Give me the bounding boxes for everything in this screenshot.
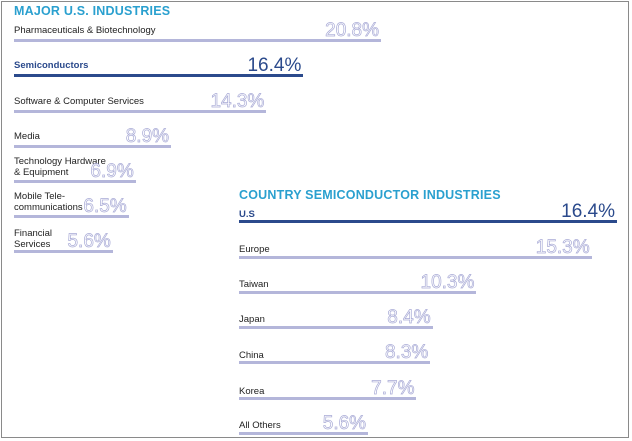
bar-mark <box>14 215 129 218</box>
bar-mark <box>14 180 136 183</box>
category-label: Pharmaceuticals & Biotechnology <box>14 25 156 36</box>
bar-mark <box>14 250 113 253</box>
category-label: Korea <box>239 386 265 397</box>
category-label: China <box>239 350 264 361</box>
category-label: Semiconductors <box>14 60 89 71</box>
value-label: 10.3% <box>420 272 475 293</box>
value-label: 6.5% <box>83 196 127 217</box>
bar-mark <box>239 432 369 435</box>
chart-title-country-semiconductor: COUNTRY SEMICONDUCTOR INDUSTRIES <box>239 188 501 202</box>
value-label: 5.6% <box>67 231 111 252</box>
bar-mark <box>14 74 304 77</box>
bar-mark <box>239 326 433 329</box>
category-label: All Others <box>239 420 281 431</box>
category-label: Japan <box>239 314 265 325</box>
bar-mark <box>239 220 617 223</box>
value-label: 16.4% <box>247 55 302 76</box>
bar-mark <box>239 361 431 364</box>
category-label: Software & Computer Services <box>14 96 144 107</box>
bar-mark <box>14 110 267 113</box>
category-label: Taiwan <box>239 279 269 290</box>
category-label: Financial Services <box>14 228 53 250</box>
category-label: Europe <box>239 244 270 255</box>
category-label: Media <box>14 131 40 142</box>
value-label: 16.4% <box>561 201 615 222</box>
value-label: 8.4% <box>387 307 431 328</box>
chart-title-us-industries: MAJOR U.S. INDUSTRIES <box>14 4 171 18</box>
bar-mark <box>239 397 417 400</box>
value-label: 8.3% <box>384 342 429 363</box>
value-label: 20.8% <box>325 20 380 41</box>
bar-mark <box>239 291 477 294</box>
category-label: Technology Hardware & Equipment <box>14 156 106 178</box>
category-label: U.S <box>239 209 255 220</box>
bar-mark <box>14 145 172 148</box>
value-label: 7.7% <box>371 378 415 399</box>
value-label: 14.3% <box>210 91 265 112</box>
bar-mark <box>239 256 592 259</box>
value-label: 5.6% <box>322 413 367 434</box>
value-label: 8.9% <box>125 126 170 147</box>
bar-mark <box>14 39 381 42</box>
value-label: 6.9% <box>90 161 134 182</box>
category-label: Mobile Tele- communications <box>14 191 83 213</box>
value-label: 15.3% <box>535 237 590 258</box>
